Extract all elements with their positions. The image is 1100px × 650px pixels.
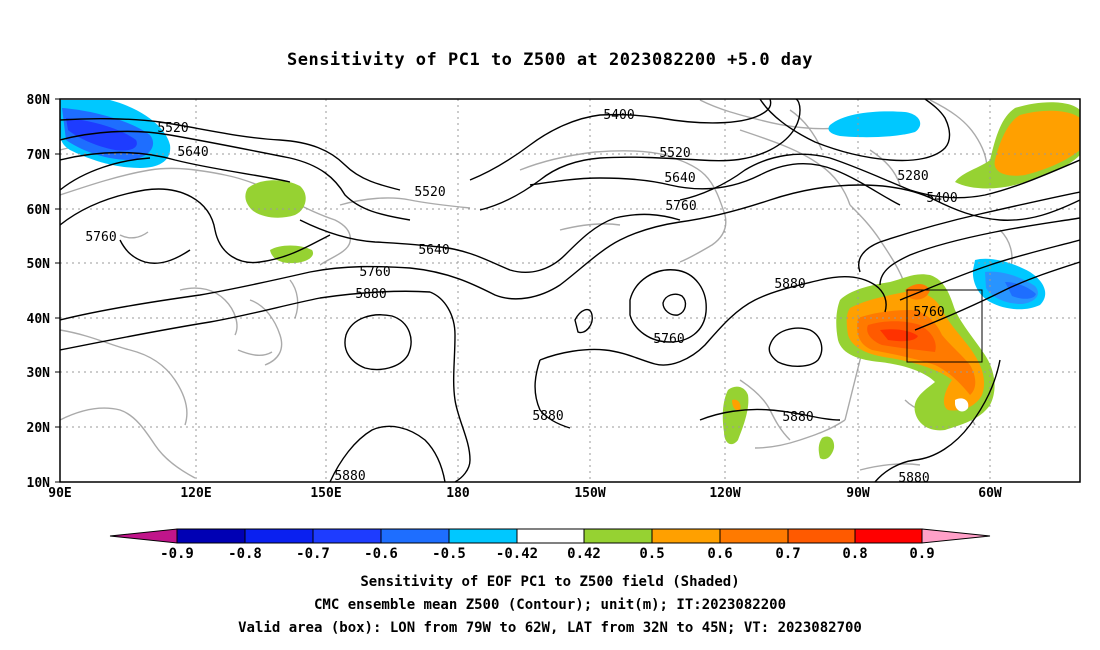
contour-label: 5880 <box>898 471 929 486</box>
colorbar-label: 0.8 <box>842 546 867 562</box>
lat-tick-label: 60N <box>27 203 51 218</box>
latitude-axis: 80N 70N 60N 50N 40N 30N 20N 10N <box>27 93 51 491</box>
lon-tick-label: 60W <box>978 486 1002 501</box>
lon-tick-label: 150W <box>574 486 605 501</box>
plot-frame <box>59 98 1081 483</box>
white-hole <box>955 398 969 412</box>
contour-label: 5880 <box>774 277 805 292</box>
lon-tick-label: 120W <box>709 486 740 501</box>
positive-region-kamchatka <box>245 180 306 218</box>
contour-label: 5520 <box>157 121 188 136</box>
sensitivity-shading <box>60 100 1080 460</box>
contour-label: 5640 <box>664 171 695 186</box>
colorbar-label: 0.5 <box>639 546 664 562</box>
colorbar-label: -0.42 <box>496 546 538 562</box>
lat-tick-label: 80N <box>27 93 51 108</box>
contour-label: 5520 <box>659 146 690 161</box>
colorbar-bin <box>176 528 246 544</box>
caption-line-1: Sensitivity of EOF PC1 to Z500 field (Sh… <box>360 574 740 590</box>
contour-label: 5880 <box>782 410 813 425</box>
lat-tick-label: 30N <box>27 366 51 381</box>
contour-label: 5400 <box>926 191 957 206</box>
colorbar-high-triangle <box>921 528 991 544</box>
longitude-axis: 90E 120E 150E 180 150W 120W 90W 60W <box>48 486 1002 501</box>
colorbar-label: -0.9 <box>160 546 194 562</box>
colorbar-label: -0.5 <box>432 546 466 562</box>
colorbar-bin <box>787 528 856 544</box>
negative-region-arctic <box>828 111 921 138</box>
colorbar-label: 0.9 <box>909 546 934 562</box>
caption-line-3: Valid area (box): LON from 79W to 62W, L… <box>238 620 862 636</box>
coastlines <box>60 99 1013 479</box>
lat-tick-label: 10N <box>27 476 51 491</box>
colorbar-bin <box>516 528 585 544</box>
colorbar-label: 0.6 <box>707 546 732 562</box>
lat-tick-label: 40N <box>27 312 51 327</box>
lon-tick-label: 180 <box>446 486 470 501</box>
contour-label: 5880 <box>355 287 386 302</box>
contour-label: 5640 <box>418 243 449 258</box>
contour-label: 5880 <box>532 409 563 424</box>
lon-tick-label: 150E <box>310 486 341 501</box>
contour-label: 5760 <box>665 199 696 214</box>
colorbar-label: -0.6 <box>364 546 398 562</box>
colorbar-bin <box>719 528 789 544</box>
lat-tick-label: 20N <box>27 421 51 436</box>
caption-line-2: CMC ensemble mean Z500 (Contour); unit(m… <box>313 597 786 613</box>
positive-region-pacific <box>722 386 749 445</box>
colorbar-labels: -0.9 -0.8 -0.7 -0.6 -0.5 -0.42 0.42 0.5 … <box>160 546 935 562</box>
contour-label: 5520 <box>414 185 445 200</box>
colorbar-label: -0.8 <box>228 546 262 562</box>
colorbar-label: -0.7 <box>296 546 330 562</box>
colorbar-bin <box>312 528 382 544</box>
map-plot-area <box>60 99 1080 482</box>
colorbar-bin <box>854 528 923 544</box>
lon-tick-label: 90W <box>846 486 870 501</box>
colorbar <box>109 528 991 544</box>
contour-labels: 5520 5640 5760 5400 5520 5520 5640 5640 … <box>85 108 957 486</box>
contour-label: 5760 <box>85 230 116 245</box>
colorbar-label: 0.7 <box>775 546 800 562</box>
map-title: Sensitivity of PC1 to Z500 at 2023082200… <box>286 50 813 70</box>
contour-label: 5760 <box>913 305 944 320</box>
contour-label: 5880 <box>334 469 365 484</box>
colorbar-bin <box>651 528 721 544</box>
contour-label: 5400 <box>603 108 634 123</box>
lon-tick-label: 90E <box>48 486 71 501</box>
lat-tick-label: 70N <box>27 148 51 163</box>
contour-label: 5280 <box>897 169 928 184</box>
lat-ticks <box>55 98 60 483</box>
contour-label: 5760 <box>653 332 684 347</box>
valid-area-box <box>906 289 983 363</box>
lat-tick-label: 50N <box>27 257 51 272</box>
colorbar-bin <box>244 528 314 544</box>
contour-label: 5640 <box>177 145 208 160</box>
colorbar-bin <box>448 528 518 544</box>
lon-tick-label: 120E <box>180 486 211 501</box>
contour-label: 5760 <box>359 265 390 280</box>
colorbar-bin <box>583 528 653 544</box>
z500-contours <box>60 99 1080 482</box>
colorbar-low-triangle <box>109 528 178 544</box>
colorbar-bin <box>380 528 450 544</box>
colorbar-label: 0.42 <box>567 546 601 562</box>
